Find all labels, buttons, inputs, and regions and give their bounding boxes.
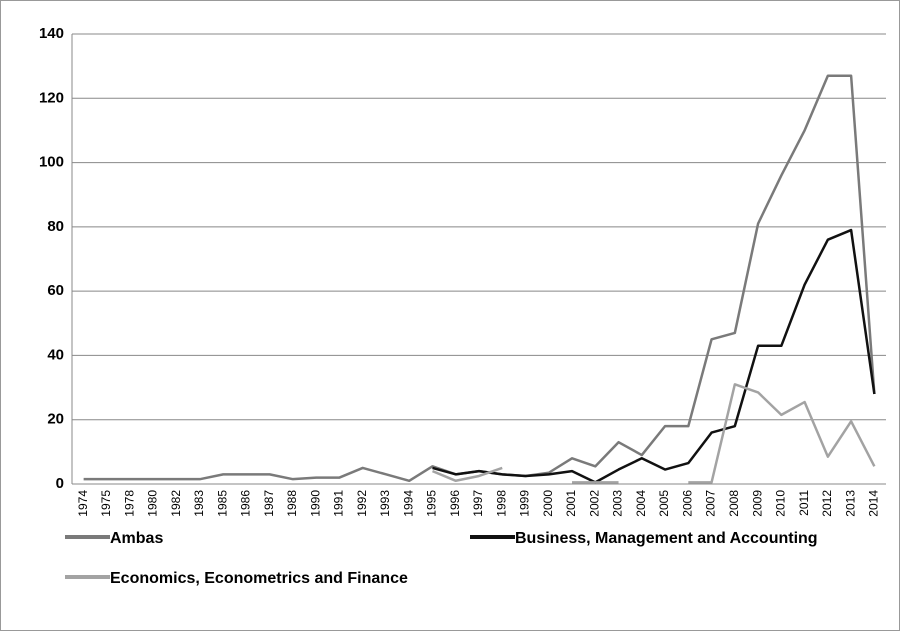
x-tick-label: 2005 [657, 490, 671, 517]
x-tick-label: 2006 [680, 490, 694, 517]
legend-label: Ambas [110, 530, 163, 547]
x-tick-label: 1978 [122, 490, 136, 517]
x-tick-label: 2010 [774, 490, 788, 517]
x-tick-label: 1980 [146, 490, 160, 517]
x-tick-label: 2003 [611, 490, 625, 517]
x-tick-label: 1987 [262, 490, 276, 517]
x-tick-label: 2002 [587, 490, 601, 517]
x-tick-label: 1998 [494, 490, 508, 517]
x-tick-label: 1988 [285, 490, 299, 517]
x-tick-label: 2013 [843, 490, 857, 517]
y-tick-label: 0 [56, 475, 64, 492]
legend-label: Business, Management and Accounting [515, 530, 818, 547]
x-tick-label: 2004 [634, 490, 648, 517]
series-line [432, 383, 876, 484]
x-tick-label: 1991 [332, 490, 346, 517]
y-tick-label: 60 [47, 282, 64, 299]
series-line [432, 228, 876, 484]
x-tick-label: 1986 [239, 490, 253, 517]
x-tick-label: 1982 [169, 490, 183, 517]
y-tick-label: 20 [47, 411, 64, 428]
x-tick-label: 2012 [820, 490, 834, 517]
x-tick-label: 2014 [867, 490, 881, 517]
x-tick-label: 1974 [76, 490, 90, 517]
legend-label: Economics, Econometrics and Finance [110, 570, 408, 587]
x-tick-label: 1997 [471, 490, 485, 517]
x-tick-label: 1983 [192, 490, 206, 517]
x-tick-label: 2000 [541, 490, 555, 517]
y-tick-label: 100 [39, 154, 64, 171]
y-tick-label: 40 [47, 346, 64, 363]
y-tick-label: 140 [39, 25, 64, 42]
x-tick-label: 1975 [99, 490, 113, 517]
x-tick-label: 2007 [704, 490, 718, 517]
x-tick-label: 1990 [308, 490, 322, 517]
x-tick-label: 2008 [727, 490, 741, 517]
x-tick-label: 2011 [797, 490, 811, 516]
x-tick-label: 1993 [378, 490, 392, 517]
x-tick-label: 1992 [355, 490, 369, 517]
x-tick-label: 1995 [425, 490, 439, 517]
y-tick-label: 120 [39, 89, 64, 106]
x-tick-label: 2001 [564, 490, 578, 517]
y-tick-label: 80 [47, 218, 64, 235]
x-tick-label: 1985 [215, 490, 229, 517]
x-tick-label: 1999 [518, 490, 532, 517]
x-tick-label: 1994 [401, 490, 415, 517]
x-tick-label: 1996 [448, 490, 462, 517]
x-tick-label: 2009 [750, 490, 764, 517]
